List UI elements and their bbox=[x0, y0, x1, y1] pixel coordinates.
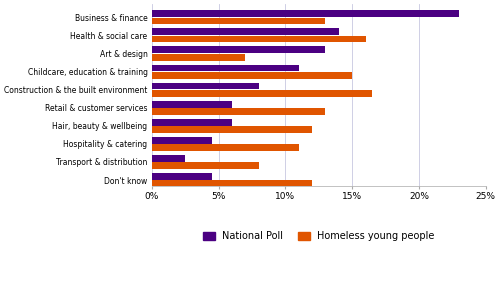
Legend: National Poll, Homeless young people: National Poll, Homeless young people bbox=[203, 231, 434, 241]
Bar bbox=[152, 173, 212, 180]
Bar bbox=[152, 101, 232, 108]
Bar bbox=[152, 155, 185, 162]
Bar bbox=[152, 72, 352, 79]
Bar bbox=[152, 126, 312, 133]
Bar bbox=[152, 137, 212, 144]
Bar bbox=[152, 119, 232, 126]
Bar bbox=[152, 65, 298, 71]
Bar bbox=[152, 54, 246, 60]
Bar bbox=[152, 108, 326, 115]
Bar bbox=[152, 83, 258, 89]
Bar bbox=[152, 17, 326, 24]
Bar bbox=[152, 180, 312, 187]
Bar bbox=[152, 162, 258, 169]
Bar bbox=[152, 10, 459, 17]
Bar bbox=[152, 28, 339, 35]
Bar bbox=[152, 144, 298, 151]
Bar bbox=[152, 46, 326, 53]
Bar bbox=[152, 36, 366, 42]
Bar bbox=[152, 90, 372, 97]
